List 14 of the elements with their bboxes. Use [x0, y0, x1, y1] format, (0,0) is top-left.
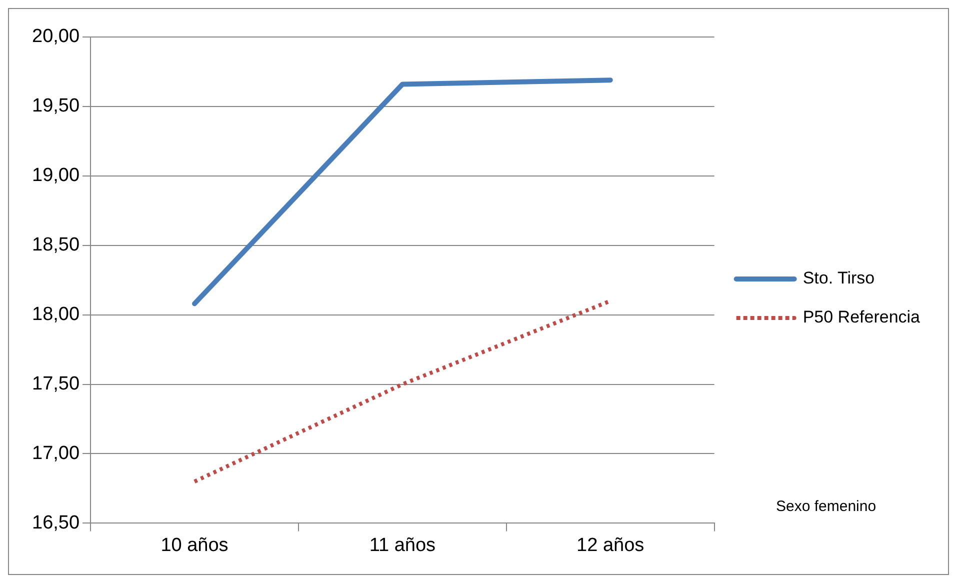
y-tick-label: 18,00	[32, 304, 80, 326]
x-tick-label: 10 años	[160, 534, 228, 556]
legend-label: Sto. Tirso	[802, 268, 875, 288]
y-tick-label: 17,50	[32, 374, 80, 395]
y-tick-label: 16,50	[32, 512, 80, 534]
y-tick-label: 17,00	[32, 442, 80, 464]
y-tick-label: 20,00	[32, 26, 80, 48]
y-tick-label: 18,50	[32, 234, 80, 256]
legend-label: P50 Referencia	[802, 308, 921, 327]
x-tick-label: 12 años	[576, 534, 644, 556]
x-tick-label: 11 años	[369, 534, 436, 556]
y-tick-label: 19,50	[32, 96, 80, 117]
text: Sexo femenino	[776, 498, 876, 516]
y-tick-label: 19,00	[32, 165, 80, 186]
